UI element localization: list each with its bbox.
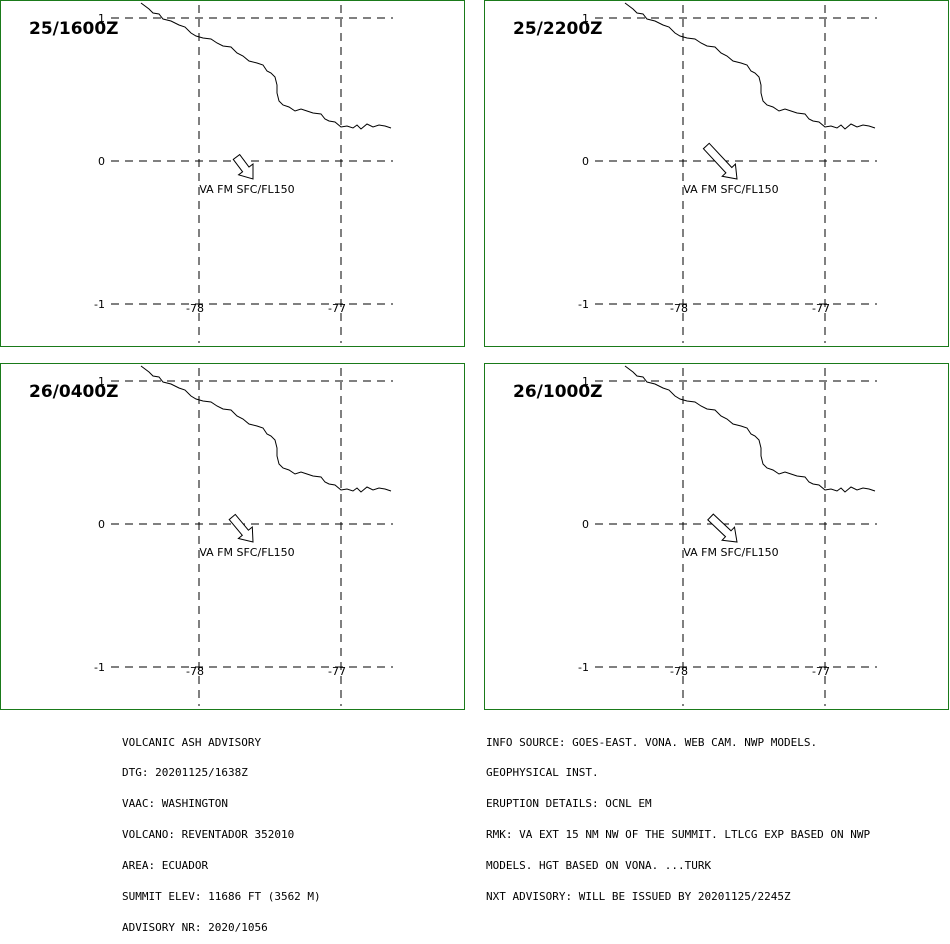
advisory-line: SUMMIT ELEV: 11686 FT (3562 M) [122,890,321,904]
panel-time: 26/0400Z [29,382,119,402]
advisory-line: RMK: VA EXT 15 NM NW OF THE SUMMIT. LTLC… [486,828,871,842]
advisory-line: DTG: 20201125/1638Z [122,766,248,780]
lat-tick-label: -1 [578,661,589,674]
map-graphic: 1 0 -1 -78 -77 VA FM SFC/FL150 [94,2,393,343]
lat-tick-label: 0 [98,155,105,168]
map-graphic: 1 0 -1 -78 -77 VA FM SFC/FL150 [578,365,877,706]
advisory-line: AREA: ECUADOR [122,859,209,873]
lat-tick-label: 0 [98,518,105,531]
lon-tick-label: -77 [812,665,830,678]
panel-time: 25/2200Z [513,19,603,39]
map-panel-1: 1 0 -1 -78 -77 VA FM SFC/FL150 25/1600Z [0,0,465,347]
lat-tick-label: 1 [98,375,105,388]
lon-tick-label: -78 [670,302,688,315]
coastline [140,2,392,130]
va-label: VA FM SFC/FL150 [199,183,294,196]
panel-time: 26/1000Z [513,382,603,402]
map-panel-4: 1 0 -1 -78 -77 VA FM SFC/FL150 26/1000Z [484,363,949,710]
va-label: VA FM SFC/FL150 [683,183,778,196]
map-graphic: 1 0 -1 -78 -77 VA FM SFC/FL150 [578,2,877,343]
advisory-line: GEOPHYSICAL INST. [486,766,599,780]
lon-tick-label: -78 [670,665,688,678]
lon-tick-label: -77 [328,302,346,315]
advisory-text-right: INFO SOURCE: GOES-EAST. VONA. WEB CAM. N… [486,717,870,913]
ash-drift-arrow [232,153,254,180]
lat-tick-label: 1 [582,375,589,388]
advisory-line: ERUPTION DETAILS: OCNL EM [486,797,652,811]
advisory-line: VOLCANO: REVENTADOR 352010 [122,828,295,842]
advisory-line: NXT ADVISORY: WILL BE ISSUED BY 20201125… [486,890,791,904]
map-graphic: 1 0 -1 -78 -77 VA FM SFC/FL150 [94,365,393,706]
lat-tick-label: -1 [578,298,589,311]
coastline [624,2,876,130]
coastline [624,365,876,493]
lon-tick-label: -78 [186,665,204,678]
lon-tick-label: -77 [328,665,346,678]
map-panel-3: 1 0 -1 -78 -77 VA FM SFC/FL150 26/0400Z [0,363,465,710]
lon-tick-label: -78 [186,302,204,315]
advisory-line: VAAC: WASHINGTON [122,797,228,811]
advisory-line: ADVISORY NR: 2020/1056 [122,920,268,934]
lat-tick-label: -1 [94,661,105,674]
advisory-line: MODELS. HGT BASED ON VONA. ...TURK [486,859,712,873]
lat-tick-label: 1 [98,12,105,25]
lon-tick-label: -77 [812,302,830,315]
va-label: VA FM SFC/FL150 [199,546,294,559]
panel-time: 25/1600Z [29,19,119,39]
advisory-line: VOLCANIC ASH ADVISORY [122,735,262,749]
lat-tick-label: 0 [582,155,589,168]
lat-tick-label: 1 [582,12,589,25]
lat-tick-label: 0 [582,518,589,531]
ash-drift-arrow [702,142,738,180]
lat-tick-label: -1 [94,298,105,311]
ash-drift-arrow [707,513,738,543]
coastline [140,365,392,493]
va-label: VA FM SFC/FL150 [683,546,778,559]
advisory-text-left: VOLCANIC ASH ADVISORY DTG: 20201125/1638… [122,717,321,944]
map-panel-2: 1 0 -1 -78 -77 VA FM SFC/FL150 25/2200Z [484,0,949,347]
advisory-line: INFO SOURCE: GOES-EAST. VONA. WEB CAM. N… [486,735,818,749]
ash-drift-arrow [228,513,254,543]
